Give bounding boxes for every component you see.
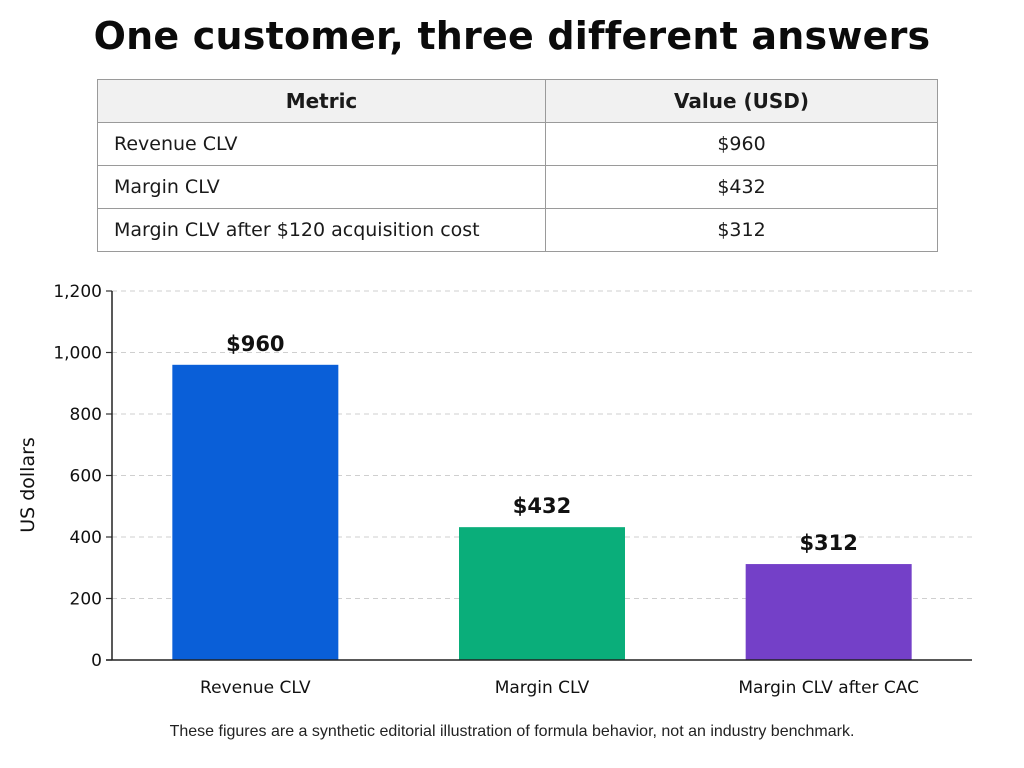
x-tick-label: Revenue CLV bbox=[200, 678, 311, 698]
y-tick-label: 800 bbox=[70, 405, 102, 425]
column-header-metric: Metric bbox=[97, 79, 546, 123]
y-tick-label: 0 bbox=[91, 651, 102, 671]
table-cell-metric: Margin CLV bbox=[97, 165, 546, 209]
data-label: $432 bbox=[513, 494, 571, 518]
column-header-value: Value (USD) bbox=[545, 79, 938, 123]
y-tick-label: 1,000 bbox=[53, 344, 102, 364]
table-cell-value: $960 bbox=[545, 122, 938, 166]
axes bbox=[106, 290, 972, 661]
table-row: Margin CLV $432 bbox=[97, 165, 938, 209]
bar bbox=[172, 364, 339, 660]
table-header-row: Metric Value (USD) bbox=[97, 79, 938, 123]
bar bbox=[459, 527, 625, 660]
data-label: $960 bbox=[226, 332, 284, 356]
data-label: $312 bbox=[799, 531, 857, 555]
y-axis-label: US dollars bbox=[17, 437, 39, 533]
metric-table: Metric Value (USD) Revenue CLV $960 Marg… bbox=[97, 79, 938, 252]
table-cell-metric: Margin CLV after $120 acquisition cost bbox=[97, 208, 546, 252]
table-cell-value: $312 bbox=[545, 208, 938, 252]
x-tick-label: Margin CLV after CAC bbox=[738, 678, 919, 698]
table-row: Margin CLV after $120 acquisition cost $… bbox=[97, 208, 938, 252]
x-tick-label: Margin CLV bbox=[495, 678, 590, 698]
bar bbox=[745, 564, 912, 660]
y-tick-label: 400 bbox=[70, 528, 102, 548]
table-cell-metric: Revenue CLV bbox=[97, 122, 546, 166]
table-cell-value: $432 bbox=[545, 165, 938, 209]
bar-chart: 0 200 400 600 800 1,000 1,200 $960 Revenue CLV $4… bbox=[17, 282, 972, 698]
chart-title: One customer, three different answers bbox=[93, 14, 931, 58]
table-row: Revenue CLV $960 bbox=[97, 122, 938, 166]
footnote: These figures are a synthetic editorial … bbox=[169, 723, 855, 740]
labels: 0 200 400 600 800 1,000 1,200 $960 Revenue CLV $4… bbox=[53, 282, 919, 698]
y-tick-label: 600 bbox=[70, 467, 102, 487]
y-tick-label: 200 bbox=[70, 590, 102, 610]
y-tick-label: 1,200 bbox=[53, 282, 102, 302]
bars bbox=[172, 364, 912, 660]
